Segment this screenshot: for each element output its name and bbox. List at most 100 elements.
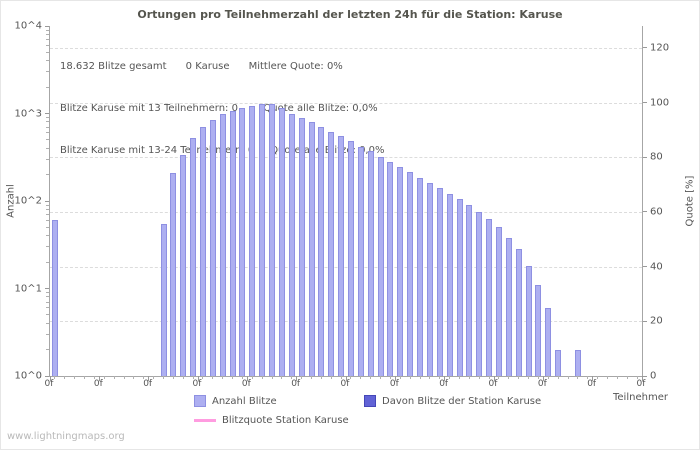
bar — [259, 104, 266, 376]
axis-minor-tick — [301, 376, 303, 379]
bar — [397, 166, 404, 376]
axis-tick — [45, 288, 49, 289]
stats-line-total: 18.632 Blitze gesamt 0 Karuse Mittlere Q… — [60, 61, 343, 72]
axis-minor-tick — [93, 376, 95, 379]
axis-minor-tick — [488, 376, 490, 379]
x-tick-label: 0f — [439, 379, 449, 389]
bar — [298, 117, 305, 376]
axis-minor-tick — [389, 376, 391, 379]
bar — [170, 172, 177, 376]
axis-tick — [45, 25, 49, 27]
gridline — [50, 321, 642, 323]
x-axis-ticks: 0f 0f 0f 0f 0f 0f 0f 0f 0f 0f 0f 0f 0f — [45, 379, 646, 391]
axis-minor-tick — [46, 147, 49, 149]
x-tick-label: 0f — [143, 379, 153, 389]
axis-minor-tick — [46, 174, 49, 176]
y-tick-label-left: 10^0 — [14, 370, 42, 382]
y-axis-label-right: Quote [%] — [684, 175, 696, 227]
legend-item-anzahl-blitze: Anzahl Blitze — [194, 395, 277, 407]
axis-minor-tick — [46, 39, 49, 41]
bar — [417, 177, 423, 376]
axis-minor-tick — [46, 60, 49, 62]
axis-minor-tick — [46, 261, 49, 263]
axis-minor-tick — [46, 333, 49, 335]
bar — [288, 113, 295, 376]
axis-minor-tick — [64, 376, 66, 379]
bar — [377, 156, 384, 376]
axis-minor-tick — [478, 376, 480, 379]
axis-tick — [45, 375, 49, 377]
axis-minor-tick — [162, 376, 164, 379]
axis-minor-tick — [46, 307, 49, 309]
legend-swatch-bar-dark-icon — [364, 395, 376, 407]
y-tick-label-right: 60 — [650, 206, 663, 218]
axis-minor-tick — [567, 376, 569, 379]
axis-minor-tick — [636, 376, 638, 379]
axis-tick — [197, 376, 199, 381]
axis-tick — [643, 375, 647, 377]
axis-minor-tick — [587, 376, 589, 379]
axis-minor-tick — [46, 132, 49, 134]
axis-minor-tick — [261, 376, 263, 379]
bar — [219, 114, 226, 376]
axis-tick — [345, 376, 347, 381]
y-tick-label-left: 10^1 — [14, 283, 42, 294]
axis-minor-tick — [577, 376, 579, 379]
gridline — [50, 157, 642, 159]
axis-minor-tick — [360, 376, 362, 379]
legend-label: Davon Blitze der Station Karuse — [382, 395, 542, 407]
bar — [555, 349, 562, 376]
axis-minor-tick — [46, 208, 49, 210]
axis-minor-tick — [46, 126, 49, 128]
axis-minor-tick — [222, 376, 224, 379]
bar — [347, 141, 354, 376]
axis-minor-tick — [46, 214, 49, 216]
axis-minor-tick — [281, 376, 283, 379]
y-tick-label-right: 40 — [650, 261, 663, 273]
bar — [249, 105, 256, 376]
axis-minor-tick — [46, 301, 49, 303]
axis-minor-tick — [409, 376, 411, 379]
axis-minor-tick — [419, 376, 421, 379]
axis-minor-tick — [46, 86, 49, 88]
axis-minor-tick — [310, 376, 312, 379]
axis-minor-tick — [380, 376, 382, 379]
axis-minor-tick — [330, 376, 332, 379]
axis-tick — [296, 376, 298, 381]
legend-swatch-bar-light-icon — [194, 395, 206, 407]
y-axis-ticks-left: 10^4 10^3 10^2 10^1 10^0 — [1, 21, 45, 382]
bar — [535, 284, 542, 376]
axis-tick — [643, 47, 647, 49]
axis-minor-tick — [597, 376, 599, 379]
gridline — [50, 211, 642, 213]
x-tick-label: 0f — [241, 379, 251, 389]
bar — [466, 205, 473, 376]
gridline — [50, 266, 642, 268]
axis-minor-tick — [537, 376, 539, 379]
bar — [318, 127, 325, 376]
axis-minor-tick — [46, 29, 49, 31]
axis-tick — [148, 376, 150, 381]
axis-minor-tick — [46, 121, 49, 123]
watermark: www.lightningmaps.org — [7, 431, 125, 442]
bar — [229, 110, 236, 376]
axis-minor-tick — [46, 246, 49, 248]
axis-minor-tick — [449, 376, 451, 379]
bar — [328, 131, 335, 376]
bar — [199, 127, 206, 376]
gridline — [50, 47, 642, 49]
bar — [51, 220, 58, 376]
bar — [190, 138, 197, 376]
bar — [407, 171, 414, 376]
axis-minor-tick — [439, 376, 441, 379]
axis-minor-tick — [320, 376, 322, 379]
legend-item-blitzquote: Blitzquote Station Karuse — [194, 415, 349, 426]
axis-minor-tick — [84, 376, 86, 379]
bar — [239, 107, 246, 376]
axis-minor-tick — [46, 314, 49, 316]
axis-minor-tick — [133, 376, 135, 379]
axis-minor-tick — [518, 376, 520, 379]
axis-minor-tick — [232, 376, 234, 379]
y-tick-label-left: 10^3 — [14, 108, 42, 119]
axis-minor-tick — [46, 51, 49, 53]
